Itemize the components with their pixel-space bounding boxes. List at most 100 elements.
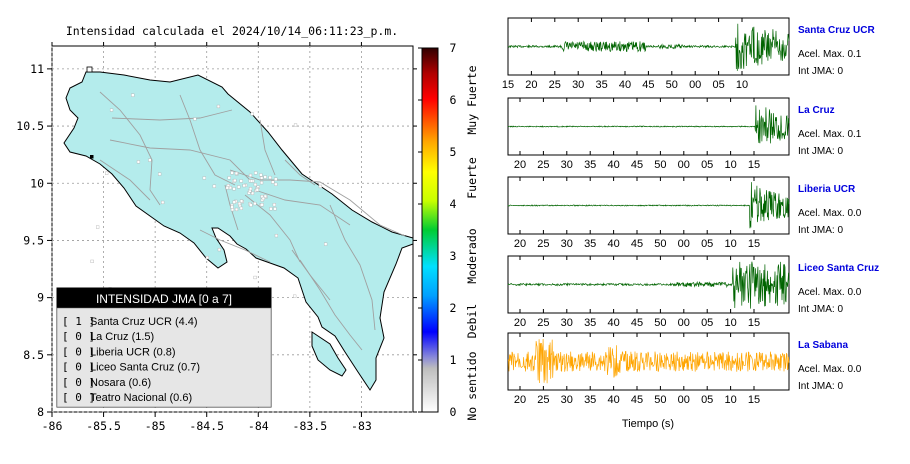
trace-tick-label: 20	[514, 394, 526, 406]
town-marker	[259, 176, 264, 180]
colorbar-category-label: No sentido	[465, 351, 479, 420]
town-marker	[274, 182, 278, 186]
station-name: Liberia UCR	[798, 184, 856, 195]
seismogram-panel: 15 20 25 30 35 40 45 50 00 05 10 Santa Cruz UCR Acel…	[502, 17, 879, 406]
costa-rica-land	[63, 71, 414, 391]
legend-item-label: Liberia UCR (0.8)	[90, 346, 176, 358]
colorbar-category-label: Muy Fuerte	[465, 65, 479, 134]
trace-tick-label: 20	[514, 238, 526, 250]
trace-tick-label: 20	[514, 317, 526, 329]
town-marker	[263, 194, 267, 198]
town-marker	[225, 186, 229, 190]
station-marker	[90, 155, 94, 159]
trace-tick-label: 30	[561, 238, 573, 250]
town-marker	[105, 171, 109, 175]
map-x-tick-label: -83	[351, 419, 372, 433]
trace-tick-label: 15	[748, 317, 760, 329]
station-intensity: Int JMA: 0	[798, 146, 843, 157]
town-marker	[272, 203, 276, 207]
station-accel: Acel. Max. 0.0	[798, 364, 862, 375]
town-marker	[293, 294, 297, 298]
legend-item-label: Santa Cruz UCR (4.4)	[90, 316, 198, 328]
trace-tick-label: 00	[689, 79, 701, 91]
map-x-tick-label: -83.5	[293, 419, 328, 433]
town-marker	[253, 182, 257, 187]
intensity-map: -86 -85.5 -85 -84.5 -84 -83.5 -83 8 8.5 9 9.5 10 10…	[16, 42, 417, 433]
trace-tick-label: 45	[631, 394, 643, 406]
trace-tick-label: 50	[654, 238, 666, 250]
town-marker	[273, 207, 277, 211]
map-y-tick-label: 8.5	[23, 348, 44, 362]
trace-tick-label: 10	[724, 159, 736, 171]
town-marker	[254, 171, 258, 175]
seismic-trace	[507, 105, 790, 144]
map-y-tick-label: 9	[37, 291, 44, 305]
trace-tick-label: 05	[701, 238, 713, 250]
town-marker	[205, 255, 209, 260]
station-panel: 20 25 30 35 40 45 50 00 05 10 15 Liceo Santa Cruz Ac…	[507, 255, 879, 329]
trace-tick-label: 30	[561, 159, 573, 171]
colorbar-tick-label: 3	[450, 249, 457, 263]
map-x-tick-label: -85.5	[86, 419, 121, 433]
trace-tick-label: 25	[549, 79, 561, 91]
town-marker	[230, 208, 235, 212]
town-marker	[263, 175, 267, 179]
trace-tick-label: 50	[666, 79, 678, 91]
town-marker	[269, 207, 273, 211]
trace-tick-label: 15	[748, 238, 760, 250]
town-marker	[216, 104, 221, 109]
town-marker	[136, 160, 141, 164]
town-marker	[249, 179, 254, 183]
trace-tick-label: 10	[724, 317, 736, 329]
trace-tick-label: 20	[525, 79, 537, 91]
trace-tick-label: 45	[631, 317, 643, 329]
trace-tick-label: 30	[561, 394, 573, 406]
town-marker	[259, 173, 263, 177]
map-x-axis: -86 -85.5 -85 -84.5 -84 -83.5 -83	[42, 42, 372, 433]
town-marker	[255, 188, 259, 192]
legend-item-mark: [ 0 ]	[62, 330, 95, 343]
road-line	[284, 159, 316, 186]
station-accel: Acel. Max. 0.0	[798, 208, 862, 219]
town-marker	[271, 180, 275, 184]
trace-tick-label: 45	[642, 79, 654, 91]
map-y-axis: 8 8.5 9 9.5 10 10.5 11	[16, 62, 417, 419]
map-y-tick-label: 11	[30, 62, 44, 76]
colorbar-tick-label: 6	[450, 93, 457, 107]
station-intensity: Int JMA: 0	[798, 381, 843, 392]
town-marker	[228, 186, 232, 190]
trace-tick-label: 50	[654, 394, 666, 406]
trace-tick-label: 35	[584, 238, 596, 250]
station-accel: Acel. Max. 0.1	[798, 49, 862, 60]
town-marker	[233, 178, 237, 183]
trace-tick-label: 30	[561, 317, 573, 329]
trace-tick-label: 00	[678, 317, 690, 329]
road-line	[299, 259, 363, 351]
colorbar-labels: No sentido Debil Moderado Fuerte Muy Fuerte	[465, 65, 479, 420]
station-panel: 20 25 30 35 40 45 50 00 05 10 15 La Sabana Acel. Max…	[507, 332, 862, 406]
map-y-tick-label: 8	[37, 405, 44, 419]
road-line	[291, 249, 331, 301]
town-marker	[253, 201, 257, 206]
town-marker	[237, 185, 241, 189]
colorbar-ticks: 0 1 2 3 4 5 6 7	[418, 41, 457, 419]
trace-tick-label: 40	[607, 317, 619, 329]
land-polygon	[63, 71, 414, 391]
trace-tick-label: 25	[537, 317, 549, 329]
time-axis-label: Tiempo (s)	[622, 418, 674, 430]
road-line	[99, 159, 151, 201]
legend-inner	[56, 307, 272, 408]
town-marker	[274, 177, 278, 181]
colorbar-category-label: Fuerte	[465, 157, 479, 199]
town-marker	[158, 172, 162, 176]
road-line	[254, 189, 351, 226]
trace-tick-label: 35	[595, 79, 607, 91]
town-marker	[259, 181, 264, 185]
trace-tick-label: 50	[654, 159, 666, 171]
town-marker	[239, 206, 243, 210]
trace-tick-label: 45	[631, 238, 643, 250]
town-marker	[193, 117, 197, 121]
town-marker	[239, 199, 244, 203]
town-marker	[212, 184, 216, 188]
trace-tick-label: 35	[584, 394, 596, 406]
